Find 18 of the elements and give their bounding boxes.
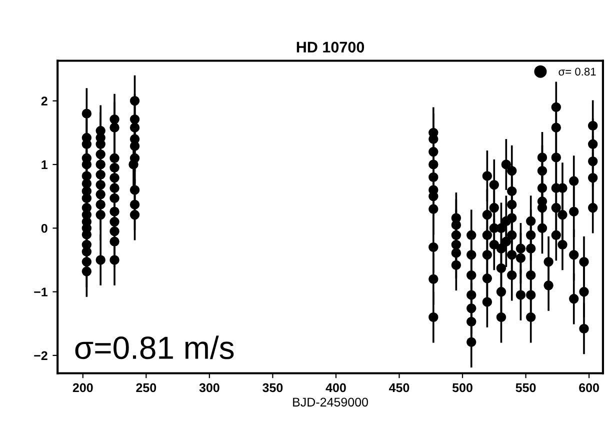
x-axis-title: BJD-2459000: [293, 398, 368, 407]
y-tick-label: 2: [41, 96, 48, 106]
y-tick-label: −1: [34, 288, 48, 296]
x-tick-label: 200: [72, 383, 93, 392]
x-tick-label: 250: [136, 383, 156, 392]
x-tick-label: 450: [389, 383, 410, 392]
y-tick-label: 0: [41, 224, 48, 233]
x-tick-label: 600: [579, 383, 599, 392]
annotation: σ=0.81 m/s: [75, 336, 234, 360]
chart-title: HD 10700: [296, 42, 364, 53]
x-tick-label: 350: [262, 383, 283, 392]
legend-label: σ= 0.81: [558, 68, 596, 76]
x-tick-label: 550: [516, 383, 536, 392]
y-tick-label: 1: [42, 160, 48, 170]
x-tick-label: 500: [452, 383, 472, 392]
x-tick-label: 400: [326, 383, 346, 392]
y-tick-label: −2: [34, 351, 48, 360]
x-tick-label: 300: [199, 383, 220, 392]
